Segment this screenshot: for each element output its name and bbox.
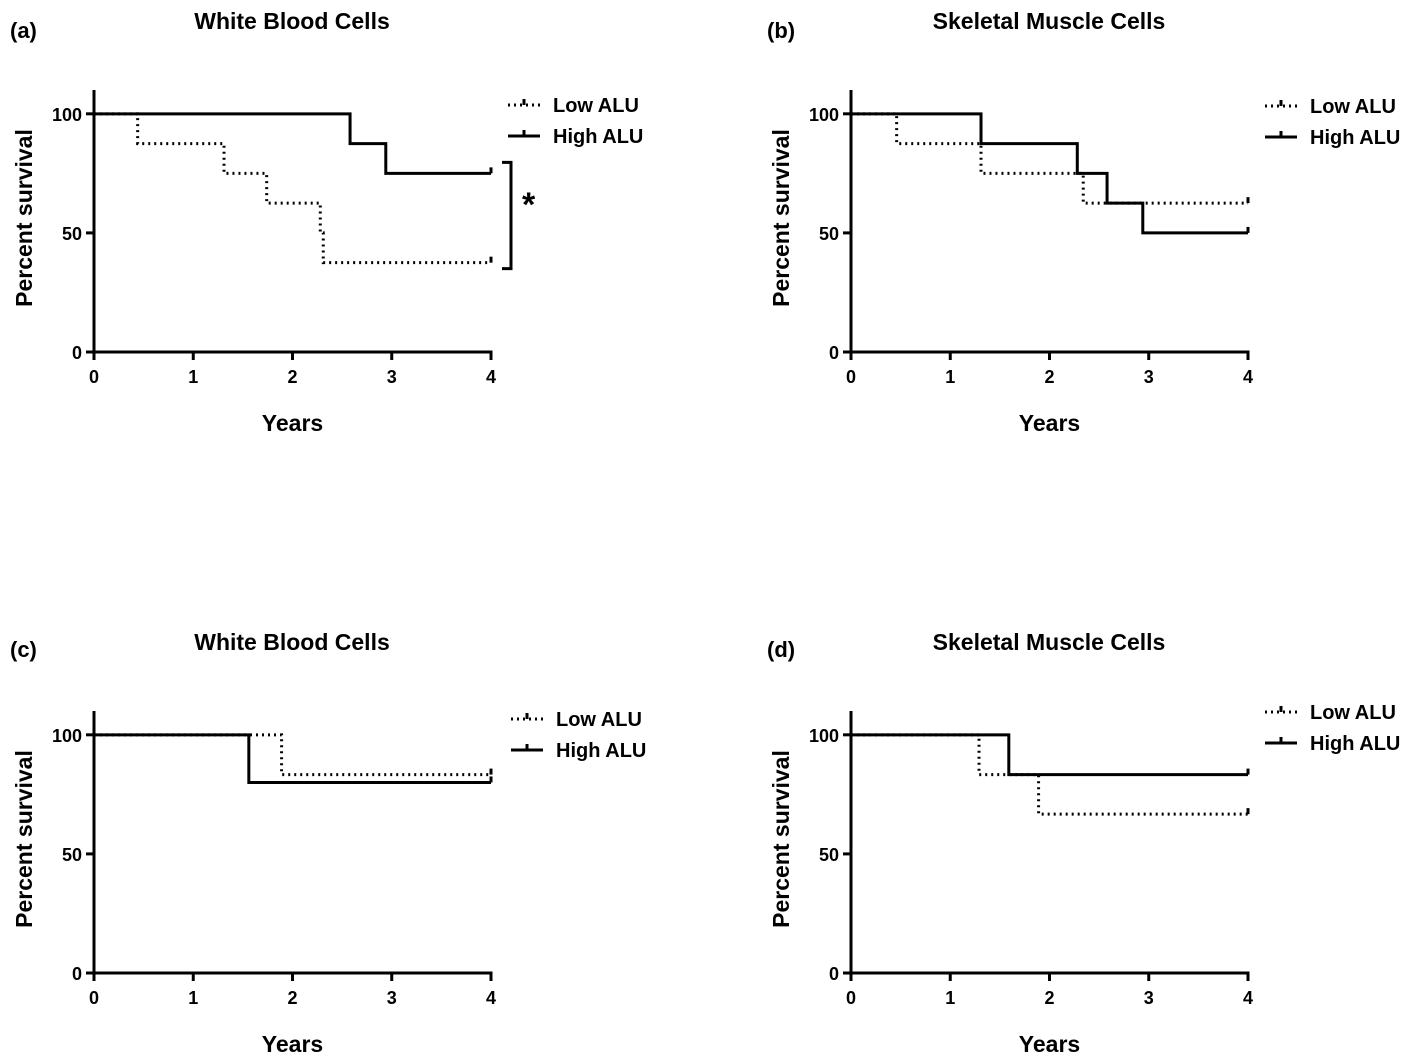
series-line-high-alu [851, 733, 1248, 777]
series-line-low-alu [94, 733, 491, 777]
legend-label: Low ALU [556, 709, 642, 731]
y-tick-label: 0 [829, 964, 839, 984]
x-tick-label: 0 [89, 367, 99, 387]
x-tick-label: 4 [486, 367, 496, 387]
series-line-high-alu [851, 112, 1248, 235]
x-tick-label: 4 [1243, 988, 1253, 1008]
y-tick-label: 50 [62, 224, 82, 244]
y-tick-label: 0 [829, 343, 839, 363]
series-line-low-alu [94, 112, 491, 265]
x-tick-label: 1 [945, 988, 955, 1008]
series-line-low-alu [851, 112, 1248, 205]
x-axis-label: Years [1019, 1031, 1080, 1057]
x-axis-label: Years [262, 410, 323, 436]
legend-label: High ALU [553, 126, 643, 148]
legend-label: Low ALU [1310, 702, 1396, 724]
x-tick-label: 2 [1044, 367, 1054, 387]
chart-title: Skeletal Muscle Cells [933, 8, 1166, 34]
chart-panel: (b) Skeletal Muscle Cells 0 1 2 3 4 0 50 100 Years… [767, 8, 1400, 436]
legend-label: Low ALU [553, 95, 639, 117]
y-tick-label: 50 [62, 845, 82, 865]
legend-label: High ALU [1310, 733, 1400, 755]
x-tick-label: 0 [846, 988, 856, 1008]
y-tick-label: 100 [52, 726, 82, 746]
x-tick-label: 1 [188, 988, 198, 1008]
y-tick-label: 100 [52, 105, 82, 125]
chart-panel: (c) White Blood Cells 0 1 2 3 4 0 50 100 Years Perc… [10, 629, 646, 1057]
series-line-low-alu [851, 733, 1248, 816]
x-tick-label: 1 [945, 367, 955, 387]
significance-bracket [502, 160, 513, 271]
x-tick-label: 3 [387, 988, 397, 1008]
significance-star: * [522, 186, 536, 224]
x-tick-label: 2 [287, 988, 297, 1008]
chart-title: Skeletal Muscle Cells [933, 629, 1166, 655]
y-tick-label: 0 [72, 964, 82, 984]
y-axis-label: Percent survival [768, 129, 794, 307]
y-axis-label: Percent survival [768, 750, 794, 928]
y-tick-label: 50 [819, 845, 839, 865]
x-tick-label: 2 [1044, 988, 1054, 1008]
chart-panel: (d) Skeletal Muscle Cells 0 1 2 3 4 0 50 100 Years… [767, 629, 1400, 1057]
panel-label: (b) [767, 18, 795, 43]
legend-label: Low ALU [1310, 96, 1396, 118]
x-tick-label: 3 [387, 367, 397, 387]
panel-label: (a) [10, 18, 37, 43]
series-line-high-alu [94, 733, 491, 784]
x-tick-label: 3 [1144, 988, 1154, 1008]
x-tick-label: 0 [846, 367, 856, 387]
x-tick-label: 4 [486, 988, 496, 1008]
y-tick-label: 0 [72, 343, 82, 363]
y-tick-label: 100 [809, 105, 839, 125]
chart-panel: (a) White Blood Cells 0 1 2 3 4 0 50 100 Years Perc… [10, 8, 643, 436]
panel-label: (d) [767, 637, 795, 662]
x-tick-label: 4 [1243, 367, 1253, 387]
x-tick-label: 3 [1144, 367, 1154, 387]
x-axis-label: Years [1019, 410, 1080, 436]
panel-label: (c) [10, 637, 37, 662]
y-tick-label: 100 [809, 726, 839, 746]
y-tick-label: 50 [819, 224, 839, 244]
series-line-high-alu [94, 112, 491, 175]
x-tick-label: 1 [188, 367, 198, 387]
x-axis-label: Years [262, 1031, 323, 1057]
x-tick-label: 0 [89, 988, 99, 1008]
chart-title: White Blood Cells [194, 8, 390, 34]
y-axis-label: Percent survival [11, 750, 37, 928]
y-axis-label: Percent survival [11, 129, 37, 307]
legend-label: High ALU [1310, 127, 1400, 149]
x-tick-label: 2 [287, 367, 297, 387]
legend-label: High ALU [556, 740, 646, 762]
chart-title: White Blood Cells [194, 629, 390, 655]
